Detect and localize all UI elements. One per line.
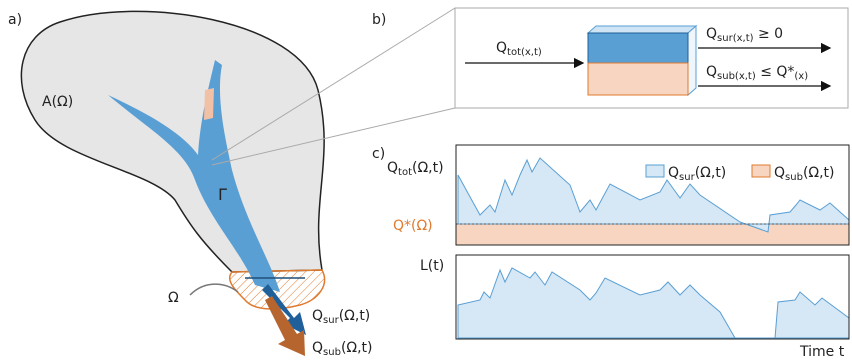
t: Q — [668, 165, 679, 181]
cube-sub — [588, 63, 688, 95]
outlet-pointer — [190, 284, 238, 295]
t: (Ω,t) — [341, 340, 373, 356]
t: ≤ Q* — [756, 64, 795, 80]
t: tot — [398, 167, 412, 178]
t: (Ω,t) — [339, 308, 371, 324]
storage-label: L(t) — [420, 258, 444, 274]
t: Q — [312, 340, 323, 356]
panel-label: c) — [372, 146, 385, 162]
cube-top — [588, 26, 696, 33]
t: (x) — [794, 71, 808, 82]
river-label: Γ — [218, 185, 227, 204]
t: Q — [387, 160, 398, 176]
page: {"panel_a": {"label": "a)", "area": "A(Ω… — [0, 0, 852, 363]
t: tot(x,t) — [507, 47, 542, 58]
sub-area — [456, 224, 849, 245]
t: ≥ 0 — [754, 26, 784, 42]
figure: a) A(Ω) Γ Ω Qsur(Ω,t) Qsub(Ω,t) b) Qtot(… — [0, 0, 852, 363]
t: Q — [774, 165, 785, 181]
q-sur-label: Qsur(Ω,t) — [312, 308, 370, 326]
legend-label: Qsur(Ω,t) — [668, 165, 726, 183]
q-star-label: Q*(Ω) — [393, 218, 433, 234]
x-axis-label: Time t — [799, 344, 845, 360]
cube-sur — [588, 33, 688, 63]
t: sur — [323, 315, 340, 326]
storage-area — [458, 268, 849, 338]
legend-label: Qsub(Ω,t) — [774, 165, 835, 183]
t: Q — [312, 308, 323, 324]
river-source — [204, 88, 214, 120]
t: sub — [785, 172, 803, 183]
t: sub(x,t) — [717, 71, 756, 82]
t: sub — [323, 347, 341, 358]
t: (Ω,t) — [412, 160, 444, 176]
q-sub-label: Qsub(Ω,t) — [312, 340, 373, 358]
t: Q — [706, 26, 717, 42]
outlet-label: Ω — [168, 290, 179, 306]
legend-swatch — [752, 165, 770, 177]
area-label: A(Ω) — [42, 94, 73, 110]
panel-label: a) — [8, 12, 22, 28]
t: sur — [679, 172, 696, 183]
t: (Ω,t) — [695, 165, 727, 181]
panel-label: b) — [372, 12, 386, 28]
t: sur(x,t) — [717, 33, 754, 44]
t: (Ω,t) — [803, 165, 835, 181]
q-tot-label: Qtot(Ω,t) — [387, 160, 444, 178]
legend-swatch — [646, 165, 664, 177]
t: Q — [706, 64, 717, 80]
cube-side — [688, 26, 696, 95]
t: Q — [496, 40, 507, 56]
